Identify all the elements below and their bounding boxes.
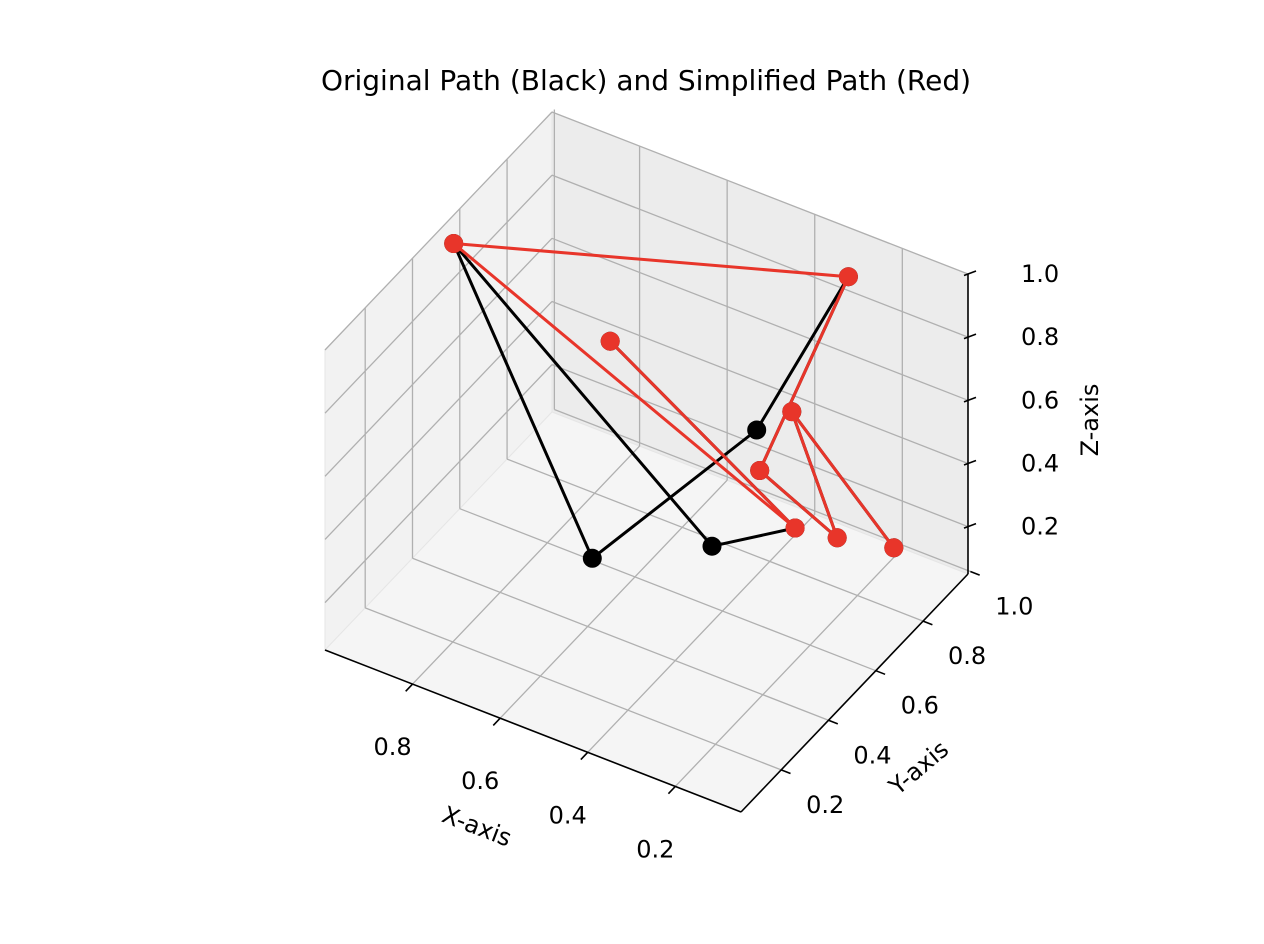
x-axis-label: X-axis	[438, 801, 515, 853]
grid-y-floor	[364, 607, 782, 771]
series-1-point-4	[838, 267, 858, 287]
z-tick-label: 1.0	[1021, 260, 1059, 288]
z-tick-mark	[963, 270, 977, 277]
x-tick-mark	[667, 785, 676, 795]
z-tick-label: 0.8	[1021, 323, 1059, 351]
grid-z-xwall	[324, 301, 553, 540]
grid-z-xwall	[324, 237, 553, 477]
grid-y-floor	[412, 557, 829, 721]
x-tick-label: 0.2	[636, 835, 674, 863]
x-axis-line	[324, 649, 742, 813]
grid-z-xwall	[324, 364, 553, 604]
tick-labels: 0.8 0.6 0.4 0.2 0.2 0.4 0.6 0.8 1.0 0.2 0.4 0.6 0.8 1…	[373, 260, 1059, 863]
y-tick-label: 0.2	[806, 791, 844, 819]
series-0-point-8	[702, 536, 722, 556]
x-tick-label: 0.8	[373, 733, 411, 761]
series-0-point-5	[747, 420, 767, 440]
grid-x-floor	[587, 513, 816, 753]
y-tick-label: 1.0	[995, 593, 1033, 621]
series-1-point-5	[444, 234, 464, 253]
x-tick-mark	[492, 717, 501, 726]
grid-z-ywall	[551, 111, 969, 275]
grid-x-floor	[412, 445, 641, 685]
y-tick-mark	[828, 719, 839, 725]
z-tick-mark	[963, 333, 977, 340]
z-tick-label: 0.6	[1021, 386, 1059, 414]
chart-title: Original Path (Black) and Simplified Pat…	[321, 64, 971, 97]
y-tick-label: 0.4	[853, 741, 891, 769]
series-0-point-6	[582, 548, 602, 568]
z-tick-label: 0.2	[1021, 513, 1059, 541]
x-tick-mark	[580, 751, 589, 761]
series-1-line	[452, 242, 896, 549]
y-tick-mark	[875, 669, 886, 676]
grid-z-ywall	[551, 364, 969, 528]
y-tick-label: 0.6	[901, 692, 939, 720]
z-tick-mark	[963, 459, 977, 466]
series-layer	[444, 234, 904, 568]
y-tick-label: 0.8	[948, 642, 986, 670]
axis-lines	[324, 274, 969, 813]
grid-z-ywall	[551, 237, 969, 401]
z-tick-mark	[963, 396, 977, 403]
y-axis-line	[740, 573, 969, 813]
x-tick-label: 0.4	[549, 801, 587, 829]
z-tick-mark	[963, 522, 977, 529]
grid-z-xwall	[324, 174, 553, 414]
x-tick-mark	[405, 683, 414, 692]
series-1-point-6	[785, 518, 805, 538]
y-tick-mark	[922, 620, 933, 626]
series-1-point-0	[884, 538, 904, 558]
x-tick-label: 0.6	[461, 767, 499, 795]
series-1-point-3	[750, 461, 770, 480]
z-tick-label: 0.4	[1021, 449, 1059, 477]
y-tick-mark	[970, 570, 980, 576]
grid-z-ywall	[551, 300, 969, 465]
y-axis-label: Y-axis	[883, 735, 954, 801]
y-tick-mark	[780, 769, 791, 775]
series-1-point-2	[827, 528, 847, 548]
axis-panes	[324, 110, 969, 813]
grid-y-floor	[459, 508, 877, 672]
grid-x-floor	[674, 547, 903, 787]
series-1-point-1	[782, 402, 802, 422]
grid-z-ywall	[551, 174, 969, 338]
z-axis-label: Z-axis	[1076, 384, 1104, 457]
series-1-point-7	[600, 331, 620, 351]
grid-z-xwall	[324, 111, 553, 351]
